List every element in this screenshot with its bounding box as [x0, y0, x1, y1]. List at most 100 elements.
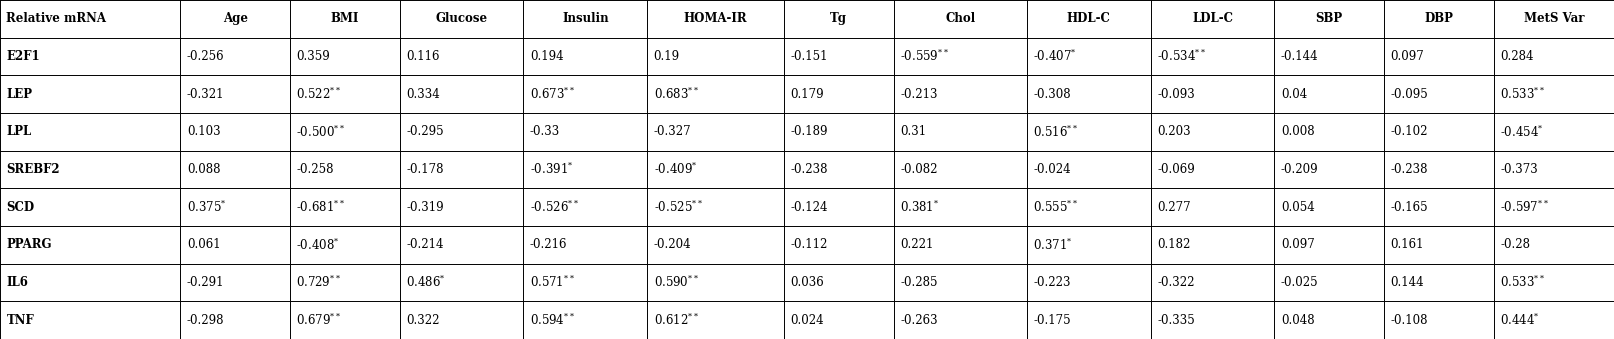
Text: 0.061: 0.061 [187, 238, 221, 251]
Text: SREBF2: SREBF2 [6, 163, 60, 176]
Text: MetS Var: MetS Var [1524, 12, 1583, 25]
Text: -0.33: -0.33 [529, 125, 560, 138]
Text: 0.19: 0.19 [654, 50, 679, 63]
Text: 0.679$^{\mathregular{**}}$: 0.679$^{\mathregular{**}}$ [297, 312, 342, 328]
Text: Tg: Tg [830, 12, 847, 25]
Text: -0.291: -0.291 [187, 276, 224, 289]
Text: SBP: SBP [1315, 12, 1343, 25]
Text: 0.161: 0.161 [1391, 238, 1424, 251]
Text: 0.612$^{\mathregular{**}}$: 0.612$^{\mathregular{**}}$ [654, 312, 699, 328]
Text: -0.263: -0.263 [901, 314, 938, 327]
Text: -0.108: -0.108 [1391, 314, 1428, 327]
Text: -0.408$^{\mathregular{*}}$: -0.408$^{\mathregular{*}}$ [297, 237, 341, 253]
Text: 0.194: 0.194 [529, 50, 563, 63]
Text: -0.335: -0.335 [1157, 314, 1194, 327]
Text: -0.681$^{\mathregular{**}}$: -0.681$^{\mathregular{**}}$ [297, 199, 345, 215]
Text: 0.359: 0.359 [297, 50, 331, 63]
Text: -0.534$^{\mathregular{**}}$: -0.534$^{\mathregular{**}}$ [1157, 48, 1207, 64]
Text: -0.204: -0.204 [654, 238, 691, 251]
Text: 0.024: 0.024 [791, 314, 825, 327]
Text: 0.371$^{\mathregular{*}}$: 0.371$^{\mathregular{*}}$ [1033, 237, 1073, 253]
Text: 0.334: 0.334 [407, 88, 441, 101]
Text: -0.025: -0.025 [1282, 276, 1319, 289]
Text: IL6: IL6 [6, 276, 29, 289]
Text: -0.178: -0.178 [407, 163, 444, 176]
Text: -0.409$^{\mathregular{*}}$: -0.409$^{\mathregular{*}}$ [654, 162, 697, 177]
Text: 0.103: 0.103 [187, 125, 221, 138]
Text: -0.285: -0.285 [901, 276, 938, 289]
Text: -0.322: -0.322 [1157, 276, 1194, 289]
Text: 0.182: 0.182 [1157, 238, 1191, 251]
Text: BMI: BMI [331, 12, 358, 25]
Text: 0.179: 0.179 [791, 88, 825, 101]
Text: SCD: SCD [6, 201, 34, 214]
Text: 0.375$^{\mathregular{*}}$: 0.375$^{\mathregular{*}}$ [187, 199, 226, 215]
Text: -0.391$^{\mathregular{*}}$: -0.391$^{\mathregular{*}}$ [529, 162, 573, 177]
Text: -0.069: -0.069 [1157, 163, 1194, 176]
Text: -0.082: -0.082 [901, 163, 938, 176]
Text: LPL: LPL [6, 125, 32, 138]
Text: -0.525$^{\mathregular{**}}$: -0.525$^{\mathregular{**}}$ [654, 199, 704, 215]
Text: Glucose: Glucose [436, 12, 487, 25]
Text: 0.673$^{\mathregular{**}}$: 0.673$^{\mathregular{**}}$ [529, 86, 575, 102]
Text: 0.097: 0.097 [1391, 50, 1424, 63]
Text: 0.31: 0.31 [901, 125, 926, 138]
Text: 0.533$^{\mathregular{**}}$: 0.533$^{\mathregular{**}}$ [1499, 86, 1546, 102]
Text: -0.597$^{\mathregular{**}}$: -0.597$^{\mathregular{**}}$ [1499, 199, 1549, 215]
Text: LEP: LEP [6, 88, 32, 101]
Text: 0.054: 0.054 [1282, 201, 1315, 214]
Text: LDL-C: LDL-C [1193, 12, 1233, 25]
Text: HDL-C: HDL-C [1067, 12, 1110, 25]
Text: -0.093: -0.093 [1157, 88, 1194, 101]
Text: 0.322: 0.322 [407, 314, 439, 327]
Text: -0.526$^{\mathregular{**}}$: -0.526$^{\mathregular{**}}$ [529, 199, 579, 215]
Text: 0.571$^{\mathregular{**}}$: 0.571$^{\mathregular{**}}$ [529, 275, 575, 291]
Text: -0.112: -0.112 [791, 238, 828, 251]
Text: -0.209: -0.209 [1282, 163, 1319, 176]
Text: 0.590$^{\mathregular{**}}$: 0.590$^{\mathregular{**}}$ [654, 275, 699, 291]
Text: Relative mRNA: Relative mRNA [6, 12, 107, 25]
Text: 0.203: 0.203 [1157, 125, 1191, 138]
Text: -0.102: -0.102 [1391, 125, 1428, 138]
Text: 0.444$^{\mathregular{*}}$: 0.444$^{\mathregular{*}}$ [1499, 312, 1540, 328]
Text: -0.28: -0.28 [1499, 238, 1530, 251]
Text: -0.189: -0.189 [791, 125, 828, 138]
Text: -0.151: -0.151 [791, 50, 828, 63]
Text: 0.381$^{\mathregular{*}}$: 0.381$^{\mathregular{*}}$ [901, 199, 939, 215]
Text: -0.238: -0.238 [1391, 163, 1428, 176]
Text: 0.04: 0.04 [1282, 88, 1307, 101]
Text: -0.214: -0.214 [407, 238, 444, 251]
Text: TNF: TNF [6, 314, 34, 327]
Text: -0.213: -0.213 [901, 88, 938, 101]
Text: -0.407$^{\mathregular{*}}$: -0.407$^{\mathregular{*}}$ [1033, 48, 1077, 64]
Text: -0.165: -0.165 [1391, 201, 1428, 214]
Text: -0.308: -0.308 [1033, 88, 1072, 101]
Text: -0.124: -0.124 [791, 201, 828, 214]
Text: -0.298: -0.298 [187, 314, 224, 327]
Text: -0.238: -0.238 [791, 163, 828, 176]
Text: 0.594$^{\mathregular{**}}$: 0.594$^{\mathregular{**}}$ [529, 312, 575, 328]
Text: Chol: Chol [946, 12, 975, 25]
Text: 0.048: 0.048 [1282, 314, 1314, 327]
Text: 0.486$^{\mathregular{*}}$: 0.486$^{\mathregular{*}}$ [407, 275, 445, 291]
Text: 0.683$^{\mathregular{**}}$: 0.683$^{\mathregular{**}}$ [654, 86, 699, 102]
Text: 0.144: 0.144 [1391, 276, 1424, 289]
Text: -0.454$^{\mathregular{*}}$: -0.454$^{\mathregular{*}}$ [1499, 124, 1545, 140]
Text: PPARG: PPARG [6, 238, 52, 251]
Text: Age: Age [223, 12, 247, 25]
Text: -0.559$^{\mathregular{**}}$: -0.559$^{\mathregular{**}}$ [901, 48, 949, 64]
Text: -0.319: -0.319 [407, 201, 444, 214]
Text: 0.277: 0.277 [1157, 201, 1191, 214]
Text: 0.008: 0.008 [1282, 125, 1314, 138]
Text: 0.097: 0.097 [1282, 238, 1315, 251]
Text: 0.522$^{\mathregular{**}}$: 0.522$^{\mathregular{**}}$ [297, 86, 342, 102]
Text: Insulin: Insulin [562, 12, 608, 25]
Text: -0.256: -0.256 [187, 50, 224, 63]
Text: HOMA-IR: HOMA-IR [684, 12, 747, 25]
Text: 0.555$^{\mathregular{**}}$: 0.555$^{\mathregular{**}}$ [1033, 199, 1078, 215]
Text: E2F1: E2F1 [6, 50, 40, 63]
Text: -0.373: -0.373 [1499, 163, 1538, 176]
Text: 0.516$^{\mathregular{**}}$: 0.516$^{\mathregular{**}}$ [1033, 124, 1078, 140]
Text: -0.175: -0.175 [1033, 314, 1072, 327]
Text: -0.295: -0.295 [407, 125, 444, 138]
